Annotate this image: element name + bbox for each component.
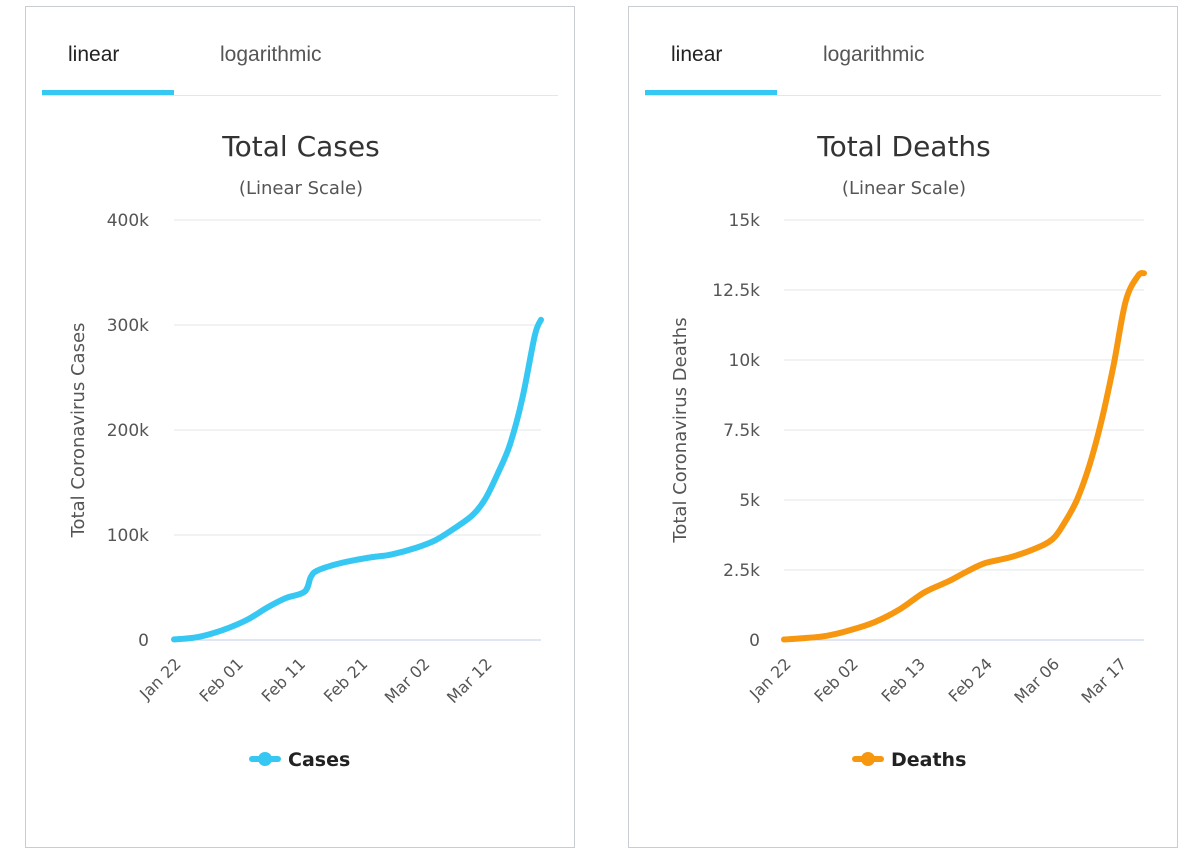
y-tick-label: 12.5k (712, 281, 760, 301)
y-axis-label: Total Coronavirus Cases (68, 323, 89, 539)
cases-chart: Total Cases (Linear Scale) 0 100k 200k 300k… (68, 130, 544, 771)
x-tick-label: Mar 12 (443, 654, 496, 707)
legend-label: Deaths (891, 749, 966, 771)
series-line-cases[interactable] (171, 316, 544, 643)
x-tick-label: Jan 22 (745, 654, 795, 704)
series-line-deaths[interactable] (781, 270, 1147, 643)
y-tick-label: 7.5k (723, 421, 760, 441)
x-tick-label: Mar 02 (381, 654, 434, 707)
chart-title: Total Deaths (816, 130, 991, 163)
y-tick-label: 200k (107, 421, 149, 441)
y-tick-label: 300k (107, 316, 149, 336)
y-axis-label: Total Coronavirus Deaths (670, 317, 691, 543)
legend-item-deaths[interactable]: Deaths (852, 749, 966, 771)
x-tick-label: Feb 11 (258, 654, 309, 705)
x-tick-label: Feb 02 (810, 654, 861, 705)
tab-linear[interactable]: linear (671, 43, 723, 66)
scale-tabs: linear logarithmic (42, 31, 558, 96)
legend-label: Cases (288, 749, 350, 771)
legend-marker-icon (861, 752, 875, 766)
y-tick-label: 400k (107, 211, 149, 231)
deaths-chart-panel: linear logarithmic Total Deaths (Linear … (628, 6, 1178, 848)
legend-item-cases[interactable]: Cases (249, 749, 350, 771)
scale-tabs: linear logarithmic (645, 31, 1161, 96)
active-tab-indicator (42, 90, 174, 95)
chart-subtitle: (Linear Scale) (842, 178, 966, 199)
deaths-chart: Total Deaths (Linear Scale) 0 2.5k 5k 7.5k 1… (670, 130, 1147, 771)
y-tick-label: 0 (749, 631, 760, 651)
x-tick-label: Feb 13 (878, 654, 929, 705)
chart-title: Total Cases (221, 130, 379, 163)
x-tick-label: Mar 06 (1010, 654, 1063, 707)
x-tick-label: Feb 01 (195, 654, 246, 705)
x-tick-label: Feb 21 (320, 654, 371, 705)
tab-linear[interactable]: linear (68, 43, 120, 66)
x-tick-label: Feb 24 (945, 654, 996, 705)
y-tick-label: 2.5k (723, 561, 760, 581)
y-tick-label: 100k (107, 526, 149, 546)
cases-chart-panel: linear logarithmic Total Cases (Linear S… (25, 6, 575, 848)
legend-marker-icon (258, 752, 272, 766)
tab-logarithmic[interactable]: logarithmic (823, 43, 925, 66)
y-tick-label: 10k (729, 351, 761, 371)
tab-logarithmic[interactable]: logarithmic (220, 43, 322, 66)
x-tick-label: Jan 22 (135, 654, 185, 704)
y-tick-label: 5k (739, 491, 760, 511)
chart-subtitle: (Linear Scale) (239, 178, 363, 199)
y-tick-label: 0 (138, 631, 149, 651)
x-tick-label: Mar 17 (1078, 654, 1131, 707)
active-tab-indicator (645, 90, 777, 95)
y-tick-label: 15k (729, 211, 761, 231)
